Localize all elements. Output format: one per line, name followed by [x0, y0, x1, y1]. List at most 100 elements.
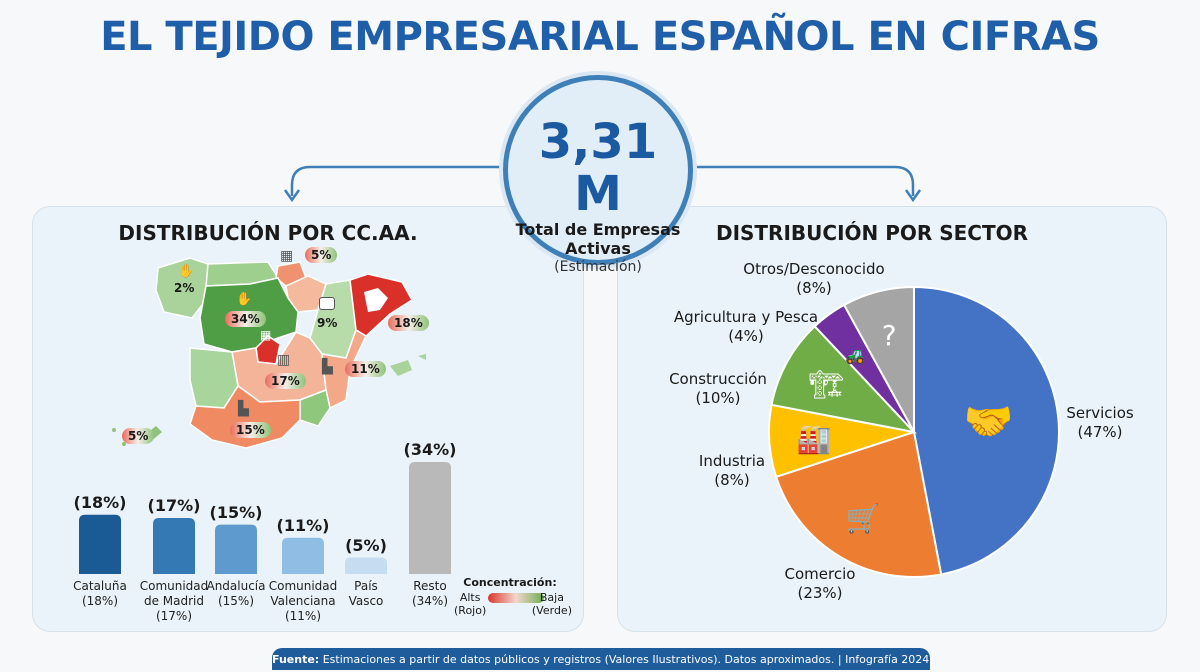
- building-handshake-icon: 🤝: [964, 399, 1014, 445]
- city-icon: ▙: [322, 359, 333, 375]
- map-label-castilla-la-mancha: 17%: [265, 373, 306, 389]
- pie-label-value: (4%): [728, 327, 764, 345]
- bar-value-label: (15%): [209, 502, 263, 522]
- pie-label-name: Construcción: [669, 370, 767, 388]
- question-icon: ?: [882, 319, 897, 352]
- shopping-cart-icon: 🛒: [846, 502, 881, 535]
- pie-label-name: Industria: [698, 452, 766, 470]
- pie-slice-5: [842, 285, 915, 433]
- bar-category-label-line: (34%): [411, 594, 449, 608]
- bar-category-label: País Vasco: [321, 579, 411, 609]
- pie-label-value: (8%): [796, 279, 832, 297]
- pie-label-value: (23%): [797, 584, 843, 602]
- bar-category-label-line: Cataluña: [73, 579, 127, 593]
- pie-slice-3: [770, 324, 917, 434]
- bar-2: [215, 524, 257, 574]
- bar-category-label-line: (11%): [284, 609, 322, 623]
- pie-label: Agricultura y Pesca (4%): [666, 308, 826, 346]
- bar-category-label-line: (17%): [155, 609, 193, 623]
- concentration-legend: Concentración: Alts (Rojo) Baja (Verde): [450, 576, 580, 617]
- bar-category-label-line: Valenciana: [270, 594, 336, 608]
- bar-value-label: (5%): [345, 535, 387, 555]
- bar-category-label-line: de Madrid: [143, 594, 205, 608]
- pie-label-value: (47%): [1077, 423, 1123, 441]
- bar-0: [79, 514, 121, 574]
- bar-category-label-line: (18%): [81, 594, 119, 608]
- bar-category-label-line: Comunidad: [139, 579, 209, 593]
- pie-label: Industria (8%): [652, 452, 812, 490]
- crane-icon: 🏗: [809, 368, 845, 401]
- map-label-galicia: 2%: [174, 281, 195, 295]
- pie-label-name: Comercio: [784, 565, 856, 583]
- map-label-valencia: 11%: [345, 361, 386, 377]
- map-label-canarias: 5%: [122, 428, 155, 444]
- legend-high-label: Alts: [459, 591, 481, 604]
- pie-label: Construcción (10%): [638, 370, 798, 408]
- madrid-building-icon: ▦: [260, 328, 272, 342]
- office-building-icon: ▥: [277, 352, 291, 368]
- factory-icon: 🏭: [797, 422, 832, 455]
- total-companies-hub: 3,31 M Total de Empresas Activas (Estima…: [503, 75, 693, 275]
- pie-label-name: Agricultura y Pesca: [673, 308, 819, 326]
- factory-icon: ▙: [238, 401, 249, 417]
- arrow-left: [290, 165, 503, 196]
- bar-1: [153, 518, 195, 574]
- map-label-castilla-leon: 34%: [225, 311, 266, 327]
- regions-panel-title: DISTRIBUCIÓN POR CC.AA.: [118, 221, 418, 245]
- legend-low-note: (Verde): [531, 604, 572, 617]
- bar-category-label-line: Comunidad: [268, 579, 338, 593]
- map-label-andalucia: 15%: [230, 422, 271, 438]
- buildings-icon: ▦: [280, 248, 294, 264]
- pie-label: Servicios (47%): [1020, 404, 1180, 442]
- spain-map-icon: [319, 297, 335, 310]
- bar-category-label: Resto (34%): [385, 579, 475, 609]
- bar-category-label: Comunidad Valenciana (11%): [258, 579, 348, 624]
- tractor-fish-icon: 🚜: [845, 346, 865, 365]
- bar-3: [282, 537, 324, 574]
- bar-value-label: (17%): [147, 496, 201, 515]
- pie-label: Otros/Desconocido (8%): [734, 260, 894, 298]
- catalonia-map-icon: [364, 288, 388, 312]
- map-label-cataluna: 18%: [388, 315, 429, 331]
- bar-category-label: Cataluña (18%): [55, 579, 145, 609]
- legend-high: Alts (Rojo): [454, 591, 486, 617]
- bar-category-label-line: Vasco: [348, 594, 384, 608]
- source-footer: Fuente: Estimaciones a partir de datos p…: [272, 648, 933, 670]
- total-companies-value: 3,31 M: [538, 114, 658, 222]
- bar-5: [409, 462, 451, 574]
- hub-label-line2: Activas: [565, 239, 631, 258]
- map-region-galicia: [155, 257, 209, 319]
- bar-category-label-line: Resto: [413, 579, 447, 593]
- bar-value-label: (34%): [403, 440, 457, 459]
- map-region-baleares: [390, 360, 412, 376]
- legend-gradient: [488, 593, 544, 603]
- footer-source-label: Fuente:: [272, 653, 320, 666]
- legend-low: Baja (Verde): [532, 591, 572, 617]
- hub-note: (Estimación): [554, 259, 642, 275]
- bar-category-label: Comunidad de Madrid (17%): [129, 579, 219, 624]
- regions-bar-chart: [79, 462, 451, 574]
- pie-label-name: Servicios: [1066, 404, 1134, 422]
- map-region-andalucia: [189, 384, 301, 449]
- pie-label-name: Otros/Desconocido: [743, 260, 885, 278]
- footer-text: Estimaciones a partir de datos públicos …: [319, 653, 933, 666]
- bar-category-label: Andalucía (15%): [191, 579, 281, 609]
- hand-wheat-icon: ✋: [236, 292, 253, 307]
- pie-label-value: (10%): [695, 389, 741, 407]
- pie-slice-1: [774, 430, 943, 578]
- arrow-right-head: [904, 189, 922, 203]
- legend-high-note: (Rojo): [454, 604, 487, 617]
- sector-panel-title: DISTRIBUCIÓN POR SECTOR: [715, 221, 1029, 245]
- hand-coin-icon: ✋: [178, 264, 195, 279]
- pie-label-value: (8%): [714, 471, 750, 489]
- legend-title: Concentración:: [463, 576, 557, 589]
- bar-value-label: (18%): [73, 492, 127, 512]
- bar-value-label: (11%): [276, 515, 330, 535]
- arrow-right: [693, 165, 915, 196]
- infographic-title: EL TEJIDO EMPRESARIAL ESPAÑOL EN CIFRAS: [100, 14, 1100, 60]
- sector-pie-chart: 🤝 🛒 🏭 🏗🚜?: [768, 285, 1060, 578]
- legend-low-label: Baja: [539, 591, 564, 604]
- bar-4: [345, 557, 387, 574]
- map-label-aragon: 9%: [317, 316, 338, 330]
